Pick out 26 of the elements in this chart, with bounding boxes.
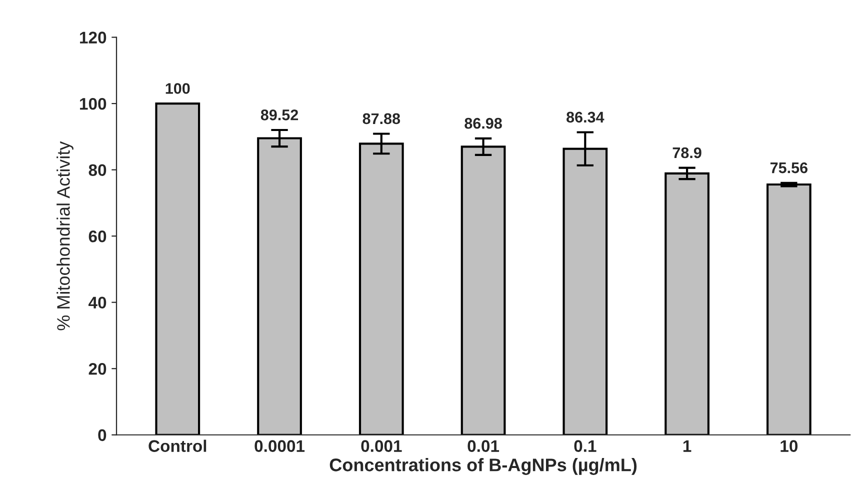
x-tick-label: 0.1 — [574, 440, 596, 452]
y-tick-label: 80 — [88, 164, 106, 176]
data-label: 100 — [166, 83, 190, 94]
bar — [155, 102, 200, 435]
data-label: 86.98 — [464, 118, 502, 129]
data-label: 78.9 — [672, 147, 702, 158]
y-tick-label: 60 — [88, 230, 106, 242]
bar — [664, 172, 710, 435]
x-tick-label: Control — [148, 440, 206, 452]
y-tick-label: 100 — [80, 98, 106, 110]
y-axis-title: % Mitochondrial Activity — [56, 141, 74, 330]
x-tick-label: 0.01 — [468, 440, 500, 452]
data-label: 89.52 — [260, 110, 298, 120]
x-tick-label: 0.0001 — [254, 440, 305, 452]
x-axis-title: Concentrations of B-AgNPs (µg/mL) — [330, 458, 637, 475]
y-tick-label: 120 — [80, 32, 106, 44]
y-tick-label: 20 — [88, 363, 106, 375]
data-label: 75.56 — [770, 162, 808, 174]
data-label: 87.88 — [362, 113, 400, 124]
x-tick-label: 10 — [780, 440, 798, 452]
data-label: 86.34 — [566, 112, 604, 123]
y-tick-label: 0 — [98, 429, 106, 442]
bar — [766, 183, 812, 435]
x-tick-label: 1 — [683, 440, 692, 452]
y-tick-label: 40 — [88, 296, 106, 309]
x-tick-label: 0.001 — [361, 440, 402, 452]
